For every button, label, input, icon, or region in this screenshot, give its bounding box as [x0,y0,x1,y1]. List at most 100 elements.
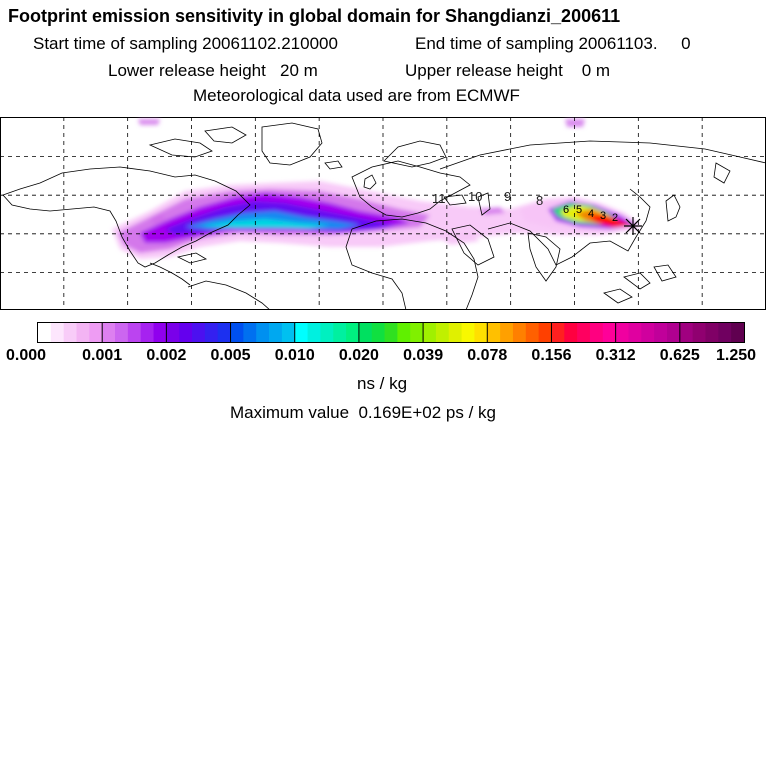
colorbar-swatch [410,323,424,342]
colorbar-swatch [192,323,206,342]
colorbar-tick-label: 0.625 [660,347,700,364]
colorbar-swatch [307,323,321,342]
colorbar: 0.000 0.001 0.002 0.005 0.010 0.020 0.039 0.078… [6,322,756,364]
colorbar-swatch [50,323,65,342]
colorbar-tick-label: 0.002 [146,347,186,364]
trajectory-day-labels: 11 10 9 8 6 5 4 3 2 [432,189,618,224]
colorbar-swatch [76,323,90,342]
colorbar-frame [37,322,745,343]
colorbar-tick-label: 0.078 [467,347,507,364]
day-label: 4 [588,208,594,220]
colorbar-swatch [89,323,103,342]
colorbar-swatch [281,323,296,342]
day-label: 9 [504,189,511,204]
day-label: 6 [563,204,569,216]
colorbar-swatch [731,323,745,342]
plume-region [588,215,632,227]
colorbar-swatch [525,323,540,342]
colorbar-tick-label: 0.010 [275,347,315,364]
meteorological-data-source: Meteorological data used are from ECMWF [193,86,520,105]
colorbar-swatch [217,323,231,342]
colorbar-swatch [692,323,706,342]
colorbar-swatch [589,323,604,342]
day-label: 5 [576,204,582,216]
coastlines [2,122,766,310]
colorbar-swatch [63,323,77,342]
colorbar-tick-label: 0.156 [531,347,571,364]
colorbar-swatch [423,323,437,342]
colorbar-swatch [718,323,732,342]
colorbar-swatch [551,323,565,342]
day-label: 2 [612,212,618,224]
colorbar-swatch [371,323,385,342]
colorbar-swatch [38,323,52,342]
sampling-end-time: End time of sampling 20061103. 0 [415,34,691,53]
colorbar-swatch [333,323,347,342]
colorbar-swatch [230,323,244,342]
plume-region [565,119,585,127]
colorbar-swatch [384,323,398,342]
maximum-value: Maximum value 0.169E+02 ps / kg [230,403,496,422]
colorbar-unit: ns / kg [357,374,408,393]
colorbar-swatch [166,323,180,342]
colorbar-swatch [256,323,270,342]
day-label: 10 [468,189,482,204]
colorbar-swatches [38,323,745,342]
colorbar-swatch [628,323,642,342]
map-title: Footprint emission sensitivity in global… [8,6,621,26]
day-label: 3 [600,210,606,222]
colorbar-swatch [474,323,488,342]
colorbar-swatch [654,323,668,342]
colorbar-swatch [435,323,450,342]
colorbar-tick-label: 0.005 [211,347,251,364]
plume-region [138,119,160,125]
colorbar-swatch [127,323,142,342]
colorbar-tick-label: 0.000 [6,347,46,364]
colorbar-swatch [538,323,552,342]
colorbar-swatch [115,323,129,342]
colorbar-swatch [243,323,257,342]
colorbar-swatch [500,323,514,342]
plume-region [150,213,166,225]
day-label: 11 [432,191,446,206]
colorbar-swatch [358,323,373,342]
colorbar-swatch [102,323,116,342]
colorbar-swatch [461,323,475,342]
colorbar-swatch [320,323,334,342]
colorbar-swatch [615,323,629,342]
plume-region [440,233,480,245]
lat-lon-grid [0,117,766,310]
world-map: 11 10 9 8 6 5 4 3 2 [0,117,766,310]
colorbar-swatch [397,323,411,342]
colorbar-tick-label: 0.039 [403,347,443,364]
colorbar-swatch [140,323,154,342]
colorbar-swatch [679,323,694,342]
colorbar-swatch [346,323,360,342]
day-label: 8 [536,193,543,208]
colorbar-swatch [204,323,219,342]
sampling-start-time: Start time of sampling 20061102.210000 [33,34,338,53]
lower-release-height: Lower release height 20 m [108,61,318,80]
colorbar-swatch [269,323,283,342]
plume-region [200,219,330,228]
colorbar-swatch [512,323,527,342]
colorbar-swatch [448,323,462,342]
colorbar-swatch [153,323,167,342]
colorbar-swatch [666,323,681,342]
colorbar-tick-label: 0.312 [596,347,636,364]
colorbar-swatch [294,323,308,342]
colorbar-swatch [602,323,617,342]
receptor-marker [624,217,642,235]
footprint-plume [112,119,640,259]
colorbar-swatch [487,323,501,342]
colorbar-tick-label: 1.250 [716,347,756,364]
colorbar-swatch [564,323,578,342]
colorbar-swatch [179,323,193,342]
colorbar-tick-labels: 0.000 0.001 0.002 0.005 0.010 0.020 0.039 0.078… [6,347,756,364]
colorbar-tick-label: 0.020 [339,347,379,364]
colorbar-swatch [641,323,655,342]
colorbar-swatch [705,323,719,342]
upper-release-height: Upper release height 0 m [405,61,611,80]
colorbar-tick-label: 0.001 [82,347,122,364]
colorbar-dividers [101,323,681,342]
